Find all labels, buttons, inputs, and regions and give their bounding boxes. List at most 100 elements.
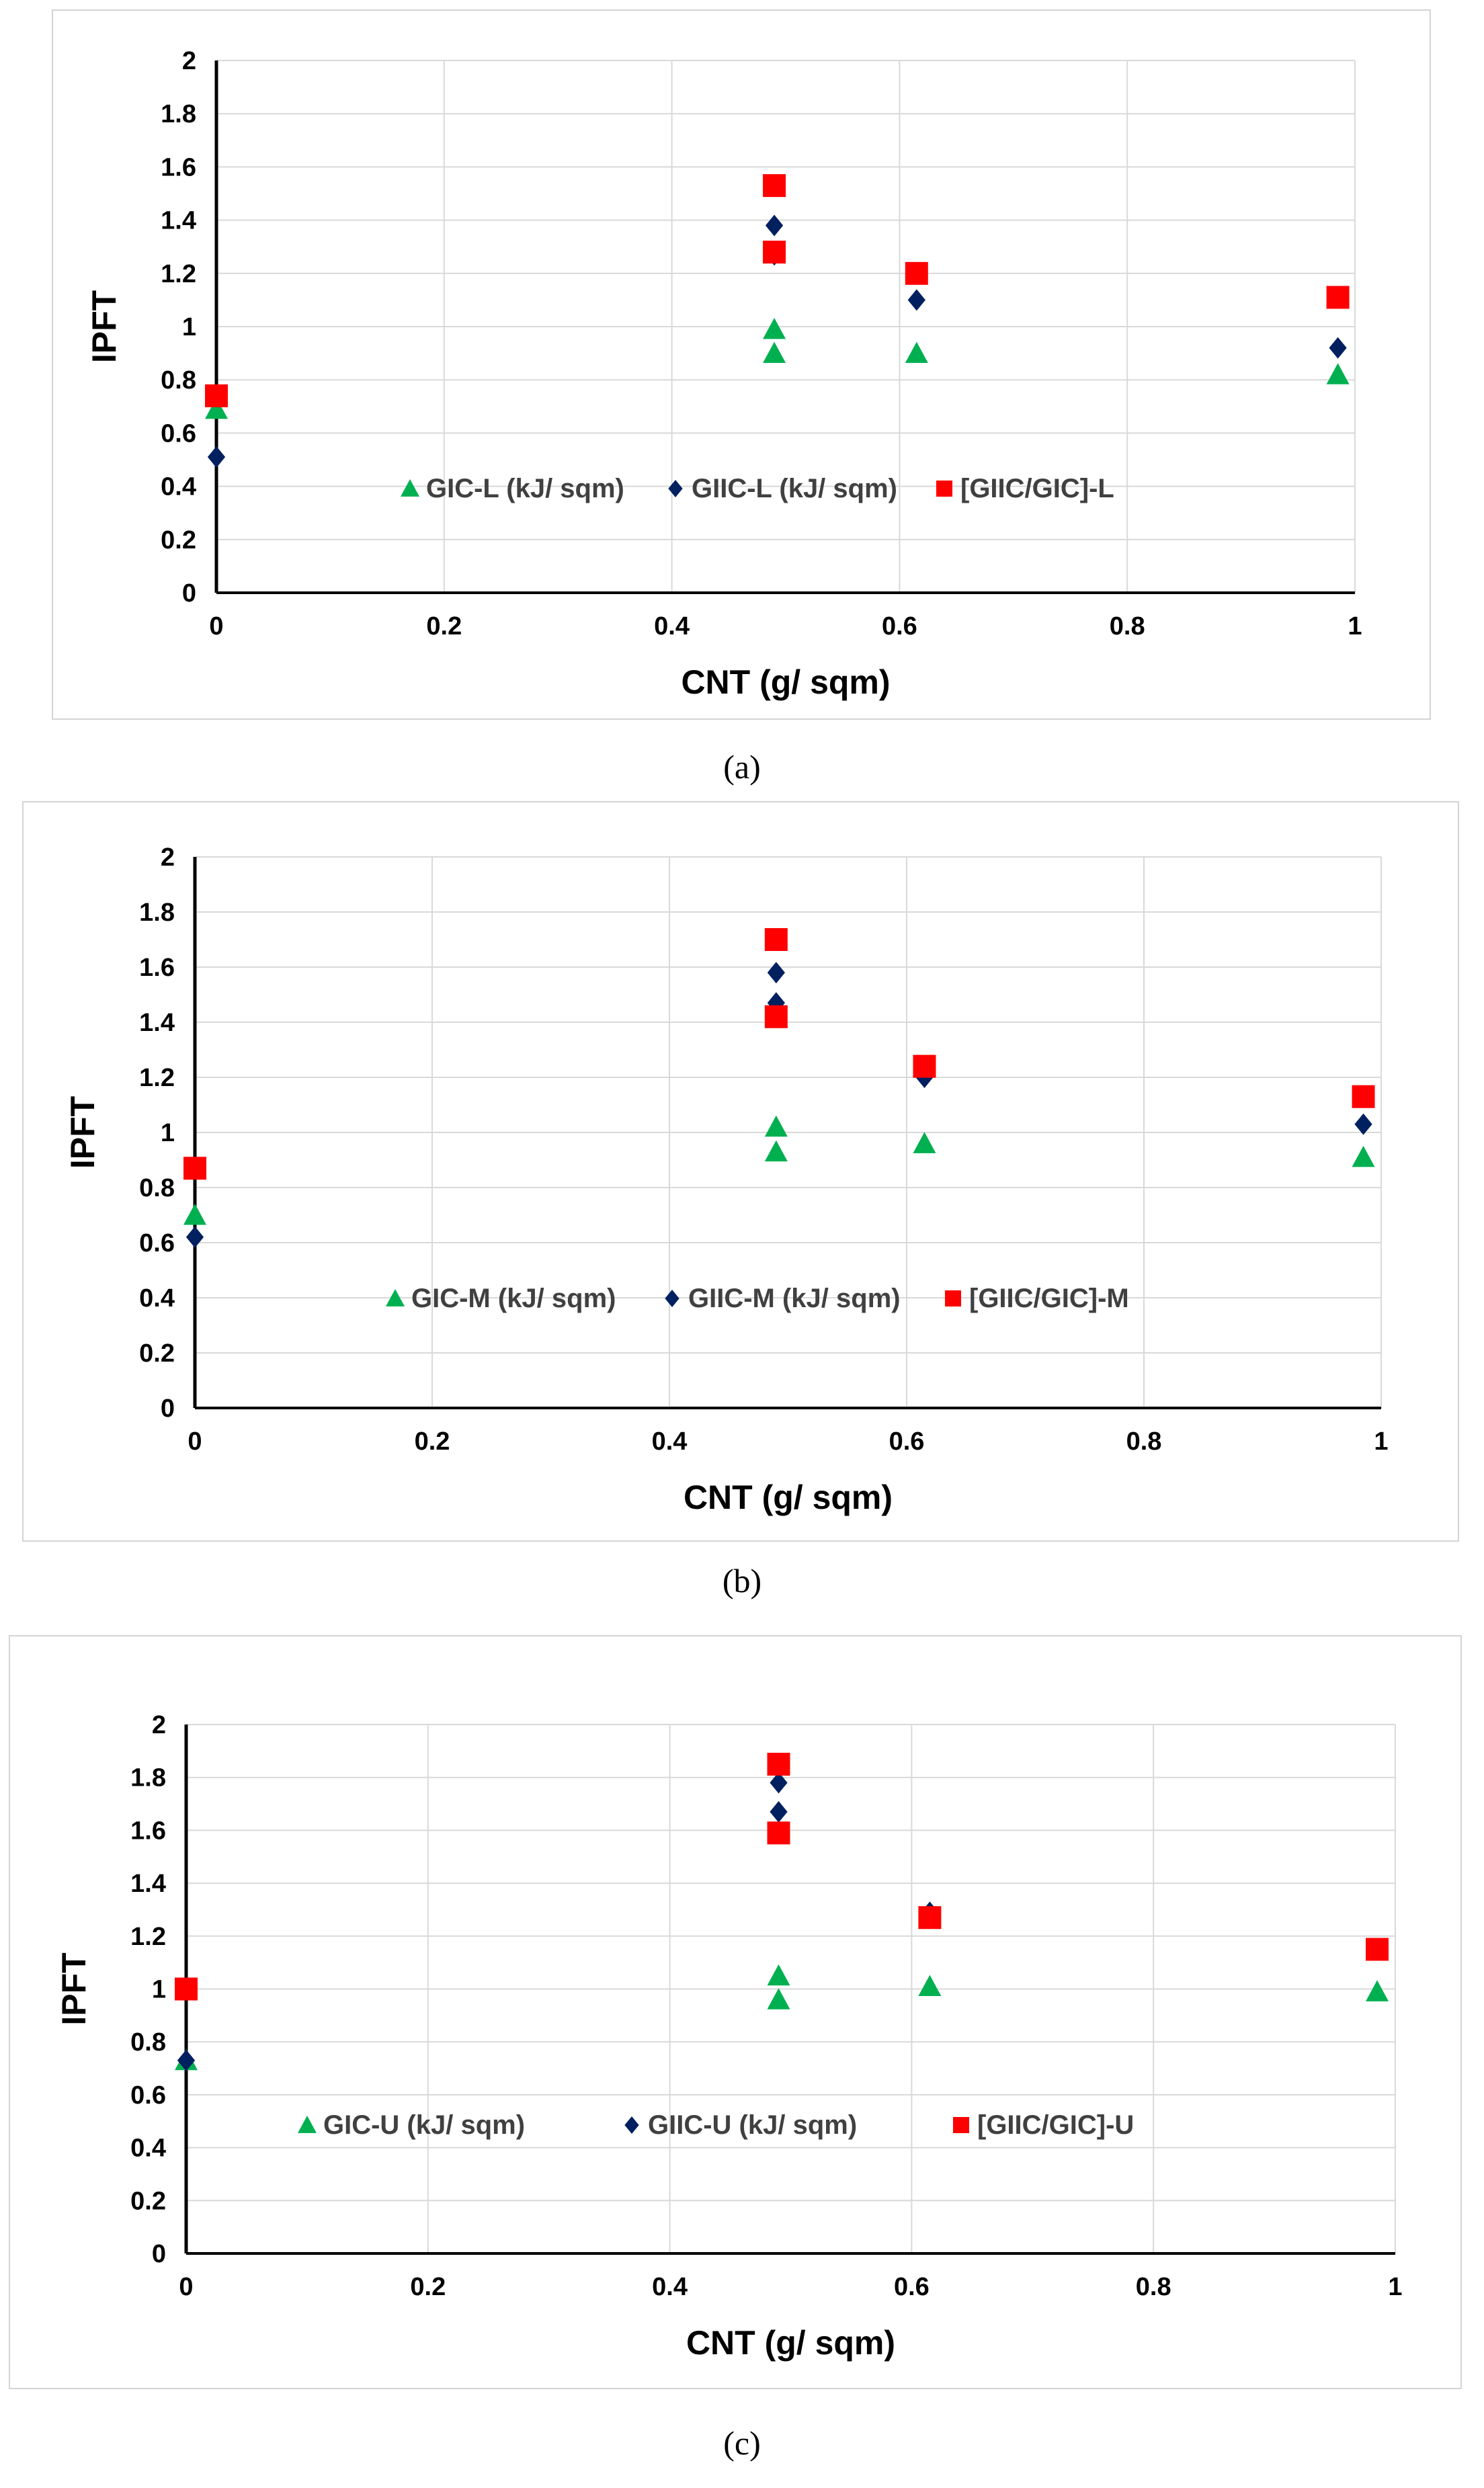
data-point: [1329, 337, 1347, 359]
y-tick-label: 0.2: [130, 2187, 166, 2215]
y-axis-title: IPFT: [55, 1952, 93, 2025]
x-tick-label: 0.6: [894, 2273, 930, 2301]
data-point: [1352, 1145, 1375, 1167]
y-tick-label: 0.2: [161, 526, 196, 554]
legend-marker: [401, 479, 419, 497]
data-point: [905, 261, 928, 285]
y-tick-label: 0.6: [130, 2081, 166, 2110]
data-point: [905, 341, 928, 364]
series-triangle: [205, 317, 1350, 419]
x-tick-label: 0.2: [415, 1427, 450, 1456]
y-tick-label: 0.4: [161, 473, 196, 501]
y-tick-label: 0.8: [161, 366, 196, 395]
y-tick-label: 0.2: [139, 1339, 175, 1368]
y-tick-label: 2: [152, 1711, 166, 1739]
figure-caption: (b): [723, 1562, 761, 1600]
chart-3: 0 0.2 0.4 0.6 0.8 1 1.2 1.4 1.6 1.8 2 0 0.2 0.4 0.6 0.8…: [9, 1635, 1462, 2462]
x-tick-label: 0.6: [889, 1427, 925, 1456]
legend-marker: [953, 2117, 969, 2133]
data-point: [1326, 286, 1350, 309]
data-point: [764, 1005, 788, 1028]
legend-item: GIIC-L (kJ/ sqm): [668, 474, 897, 503]
data-point: [767, 962, 785, 984]
legend-marker: [665, 1290, 679, 1307]
legend-item: [GIIC/GIC]-L: [936, 474, 1114, 503]
chart-frame: [9, 1635, 1462, 2389]
data-point: [1366, 1938, 1389, 1961]
y-tick-label: 1.6: [161, 153, 196, 181]
data-point: [1366, 1980, 1389, 2001]
data-point: [767, 1988, 790, 2009]
data-point: [764, 1140, 788, 1162]
legend-item: [GIIC/GIC]-U: [953, 2110, 1134, 2140]
legend-item: GIIC-M (kJ/ sqm): [665, 1284, 901, 1313]
legend-label: GIC-L (kJ/ sqm): [426, 474, 624, 503]
y-tick-label: 1.2: [139, 1064, 175, 1092]
series-triangle: [183, 1115, 1375, 1225]
data-point: [1354, 1113, 1372, 1135]
data-point: [763, 341, 786, 364]
x-tick-label: 1: [1374, 1427, 1388, 1456]
data-point: [918, 1906, 942, 1930]
series-square: [175, 1753, 1389, 2001]
x-tick-label: 0.2: [426, 612, 462, 640]
legend-item: GIIC-U (kJ/ sqm): [624, 2110, 857, 2140]
chart-frame: [22, 801, 1459, 1542]
data-point: [763, 241, 786, 264]
y-tick-label: 1.8: [139, 899, 175, 927]
data-point: [767, 1821, 790, 1845]
chart-1: 0 0.2 0.4 0.6 0.8 1 1.2 1.4 1.6 1.8 2 0 0.2 0.4 0.6 0.8…: [52, 9, 1431, 786]
data-point: [1352, 1085, 1375, 1108]
y-axis-title: IPFT: [64, 1096, 101, 1169]
legend-label: GIIC-M (kJ/ sqm): [688, 1284, 901, 1313]
y-tick-label: 0.4: [130, 2134, 166, 2163]
legend-marker: [936, 481, 952, 497]
y-tick-label: 0.6: [161, 419, 196, 448]
x-tick-label: 0.8: [1126, 1427, 1162, 1456]
series-square: [205, 174, 1350, 407]
legend-label: GIIC-U (kJ/ sqm): [648, 2110, 857, 2140]
data-point: [186, 1226, 204, 1248]
data-point: [765, 214, 784, 237]
y-tick-label: 1: [182, 313, 196, 341]
legend-label: [GIIC/GIC]-M: [969, 1284, 1129, 1313]
y-tick-label: 1.2: [161, 260, 196, 288]
x-tick-label: 1: [1348, 612, 1362, 640]
data-point: [764, 1115, 788, 1137]
x-tick-label: 0.4: [652, 1427, 688, 1456]
data-point: [767, 1964, 790, 1986]
x-axis-title: CNT (g/ sqm): [684, 1479, 893, 1516]
data-point: [767, 1753, 790, 1776]
x-tick-label: 0.4: [652, 2273, 688, 2301]
legend-marker: [624, 2116, 639, 2134]
y-axis-title: IPFT: [85, 290, 123, 363]
data-point: [918, 1975, 942, 1997]
chart-frame: [52, 9, 1431, 720]
y-tick-label: 0.8: [130, 2028, 166, 2057]
data-point: [907, 289, 925, 311]
x-tick-label: 0.2: [410, 2273, 446, 2301]
legend-item: GIC-M (kJ/ sqm): [386, 1284, 616, 1313]
data-point: [183, 1157, 206, 1180]
y-tick-label: 1.4: [139, 1009, 175, 1037]
data-point: [1326, 363, 1350, 384]
data-point: [764, 928, 788, 951]
data-point: [763, 317, 786, 339]
figure-caption: (c): [723, 2424, 761, 2462]
data-point: [770, 1772, 788, 1794]
data-point: [913, 1054, 936, 1078]
legend-item: GIC-L (kJ/ sqm): [401, 474, 624, 503]
chart-2: 0 0.2 0.4 0.6 0.8 1 1.2 1.4 1.6 1.8 2 0 0.2 0.4 0.6 0.8…: [22, 801, 1459, 1600]
x-tick-label: 0.8: [1136, 2273, 1171, 2301]
x-axis-title: CNT (g/ sqm): [681, 663, 890, 701]
y-tick-label: 1.2: [130, 1923, 166, 1951]
legend-label: GIC-U (kJ/ sqm): [323, 2110, 525, 2140]
data-point: [205, 384, 228, 407]
legend-marker: [386, 1289, 405, 1307]
data-point: [763, 174, 786, 198]
y-tick-label: 1.6: [130, 1817, 166, 1845]
data-point: [207, 446, 226, 468]
y-tick-label: 0.8: [139, 1174, 175, 1202]
data-point: [205, 397, 228, 419]
